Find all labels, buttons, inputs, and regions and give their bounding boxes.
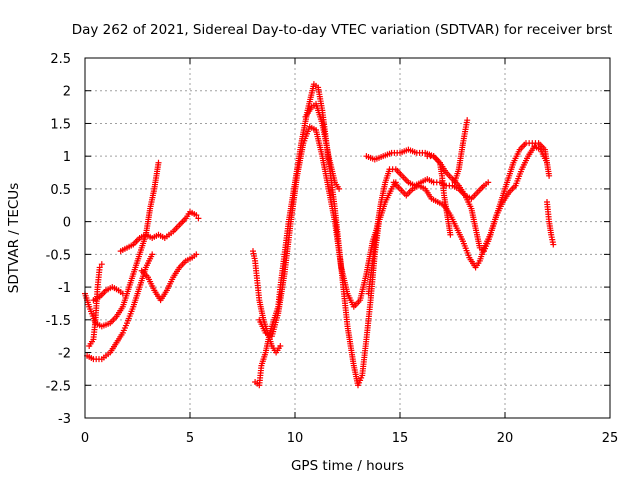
y-tick-label: -0.5 [46,248,71,263]
x-tick-label: 25 [602,431,619,446]
x-tick-label: 5 [186,431,194,446]
series-arc5 [117,208,202,255]
series-arc12 [363,140,553,255]
data-point [119,290,126,297]
plot-frame [84,57,611,419]
data-point [464,117,471,124]
y-tick-label: -1 [58,281,71,296]
series-arc1 [82,159,162,330]
x-tick-label: 10 [287,431,304,446]
data-point [195,215,202,222]
data-point [447,231,454,238]
y-tick-label: -2 [58,347,71,362]
y-tick-label: 0 [63,216,71,231]
data-point [544,159,550,166]
data-point [336,185,343,192]
series-arc10 [302,100,343,192]
x-axis-label: GPS time / hours [291,458,404,474]
data-points [82,81,557,389]
y-tick-label: 2 [63,85,71,100]
chart-title: Day 262 of 2021, Sidereal Day-to-day VTE… [72,22,613,38]
y-tick-label: 2.5 [50,52,71,67]
grid [85,58,610,418]
data-point [149,251,156,258]
data-point [193,212,200,219]
series-arc14 [424,153,454,238]
data-point [485,179,492,186]
y-tick-label: 1.5 [50,117,71,132]
series-arc4 [90,284,126,304]
y-tick-label: -2.5 [46,379,71,394]
series-arc6 [138,251,200,304]
x-tick-label: 20 [497,431,514,446]
data-point [277,343,284,349]
tick-labels: 0 5 10 15 20 25 2.5 2 1.5 1 0.5 0 -0.5 -1 -1.5 -2 -2.5 -3 [46,52,619,446]
data-point [155,159,162,166]
x-tick-label: 15 [392,431,409,446]
data-point [193,251,200,258]
y-tick-label: -3 [58,412,71,427]
data-point [96,264,103,271]
data-point [546,172,553,179]
series-arc16 [544,199,557,248]
series-arc2 [84,251,156,363]
y-tick-label: -1.5 [46,314,71,329]
x-tick-label: 0 [81,431,89,446]
data-point [550,241,557,248]
series-arc11 [365,166,492,297]
series-arc15 [451,117,471,186]
y-axis-label: SDTVAR / TECUs [6,183,22,293]
y-tick-label: 0.5 [50,183,71,198]
y-tick-label: 1 [63,150,71,165]
data-point [98,261,105,268]
